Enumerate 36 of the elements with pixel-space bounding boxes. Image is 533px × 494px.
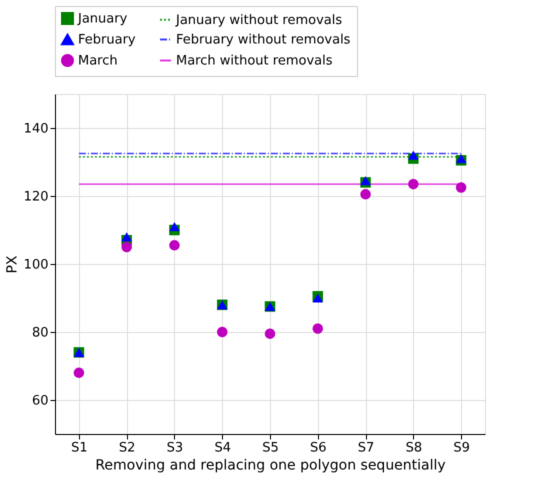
y-axis-title: PX xyxy=(4,255,21,274)
x-tick-label: S9 xyxy=(453,440,470,456)
x-tick-label: S8 xyxy=(406,440,422,456)
legend-label: January without removals xyxy=(175,12,342,28)
x-axis-title: Removing and replacing one polygon sequentially xyxy=(95,458,446,474)
point xyxy=(408,150,419,160)
x-tick-label: S1 xyxy=(71,440,88,456)
point xyxy=(312,323,324,334)
x-tick-label: S4 xyxy=(214,440,231,456)
legend-label: February without removals xyxy=(176,32,351,48)
legend-label: January xyxy=(77,12,128,27)
legend-label: March without removals xyxy=(176,54,333,68)
point xyxy=(216,326,228,338)
x-tick-label: S3 xyxy=(166,440,184,456)
point xyxy=(360,176,371,186)
y-tick-label: 80 xyxy=(32,326,48,340)
legend-label: February xyxy=(78,32,136,48)
point xyxy=(360,189,371,200)
x-tick-label: S6 xyxy=(310,440,327,456)
y-tick-label: 140 xyxy=(24,122,48,136)
point xyxy=(169,240,180,251)
y-tick-label: 60 xyxy=(32,394,48,408)
point xyxy=(74,368,84,378)
point xyxy=(264,328,276,339)
point xyxy=(456,182,466,193)
x-tick-label: S2 xyxy=(118,440,136,456)
point xyxy=(408,178,419,190)
x-tick-label: S7 xyxy=(358,440,374,456)
point xyxy=(121,232,132,242)
x-tick-label: S5 xyxy=(262,440,279,456)
point xyxy=(169,222,180,232)
point xyxy=(121,242,132,252)
point xyxy=(456,154,466,164)
legend-label: March xyxy=(78,54,118,68)
y-tick-label: 120 xyxy=(24,190,48,204)
y-tick-label: 100 xyxy=(24,258,48,272)
